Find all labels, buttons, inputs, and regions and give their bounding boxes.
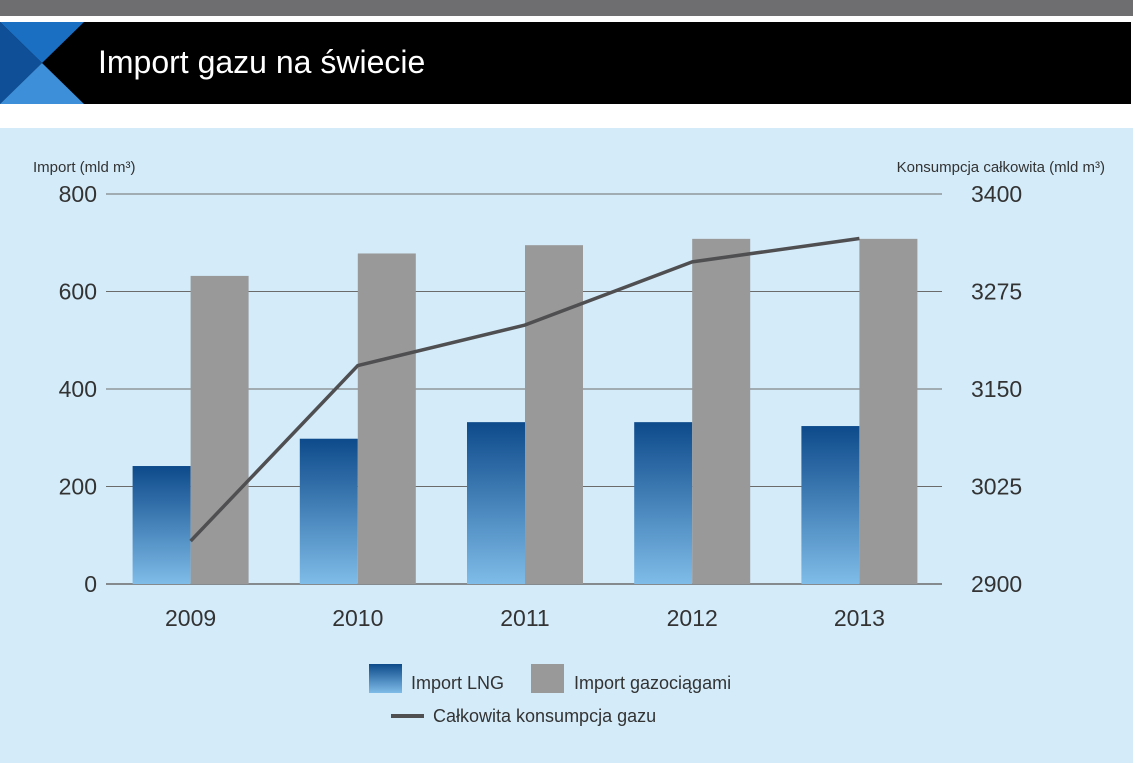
category-label: 2009	[165, 605, 216, 631]
legend-swatch-pipeline	[531, 664, 564, 693]
category-label: 2012	[667, 605, 718, 631]
category-label: 2010	[332, 605, 383, 631]
right-axis-title: Konsumpcja całkowita (mld m³)	[897, 159, 1105, 176]
legend-label-line: Całkowita konsumpcja gazu	[433, 706, 656, 726]
bar-pipeline	[525, 245, 583, 584]
legend-label-pipeline: Import gazociągami	[574, 673, 731, 693]
bar-pipeline	[357, 253, 416, 584]
left-tick-label: 0	[84, 571, 97, 597]
legend: Import LNG Import gazociągami Całkowita …	[369, 664, 731, 726]
category-label: 2013	[834, 605, 885, 631]
left-tick-label: 600	[59, 279, 97, 305]
chart: 0 200 400 600 800 2900 3025 3150 3275 3400 2009 201…	[33, 159, 1105, 726]
right-tick-label: 3400	[971, 181, 1022, 207]
tick-labels: 0 200 400 600 800 2900 3025 3150 3275 3400 2009 201…	[59, 181, 1023, 631]
chevron-logo-icon	[0, 22, 84, 104]
bar-lng	[132, 466, 191, 584]
left-axis-title: Import (mld m³)	[33, 159, 136, 176]
legend-swatch-lng	[369, 664, 402, 693]
chart-panel: 0 200 400 600 800 2900 3025 3150 3275 3400 2009 201…	[0, 128, 1133, 763]
bar-lng	[299, 438, 358, 584]
top-gray-bar	[0, 0, 1133, 16]
right-tick-label: 3025	[971, 474, 1022, 500]
bar-pipeline	[692, 238, 751, 584]
bar-lng	[801, 426, 860, 584]
right-tick-label: 3275	[971, 279, 1022, 305]
bars	[132, 238, 918, 584]
category-label: 2011	[500, 605, 549, 631]
right-tick-label: 3150	[971, 376, 1022, 402]
right-tick-label: 2900	[971, 571, 1022, 597]
bar-lng	[467, 422, 525, 584]
title-bar	[0, 22, 1131, 104]
left-tick-label: 400	[59, 376, 97, 402]
bar-pipeline	[190, 275, 249, 584]
consumption-series-line	[189, 236, 860, 543]
left-tick-label: 800	[59, 181, 97, 207]
bar-lng	[634, 422, 693, 584]
consumption-line	[189, 236, 860, 543]
page-title: Import gazu na świecie	[98, 44, 426, 80]
legend-label-lng: Import LNG	[411, 673, 504, 693]
bar-pipeline	[859, 238, 918, 584]
left-tick-label: 200	[59, 474, 97, 500]
